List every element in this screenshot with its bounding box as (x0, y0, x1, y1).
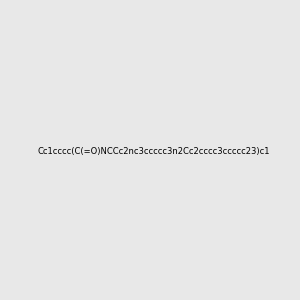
Text: Cc1cccc(C(=O)NCCc2nc3ccccc3n2Cc2cccc3ccccc23)c1: Cc1cccc(C(=O)NCCc2nc3ccccc3n2Cc2cccc3ccc… (38, 147, 270, 156)
